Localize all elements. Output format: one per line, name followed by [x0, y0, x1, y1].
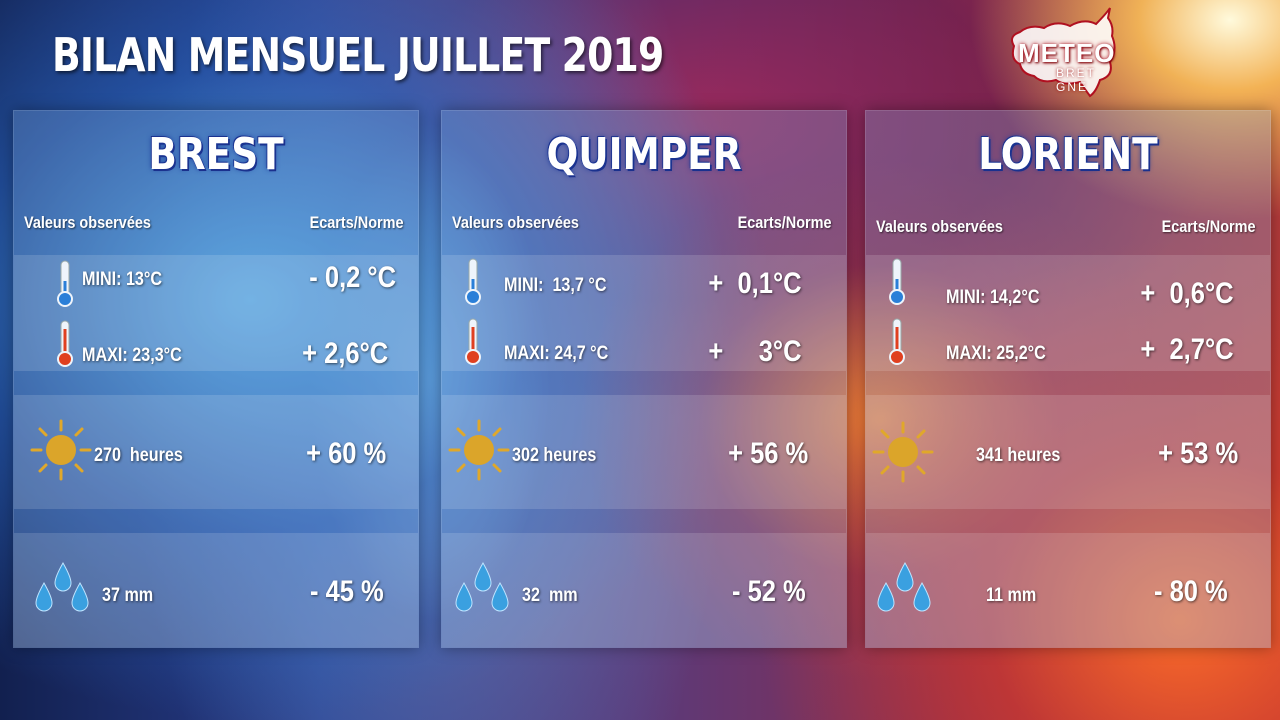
mini-label: MINI: 14,2°C — [946, 287, 1040, 308]
thermometer-hot-icon — [465, 318, 481, 365]
maxi-label: MAXI: 23,3°C — [82, 345, 182, 366]
sunshine-band — [442, 395, 846, 509]
rain-band — [442, 533, 846, 647]
sunshine-hours: 270 heures — [94, 445, 183, 466]
rainfall-amount: 32 mm — [522, 585, 578, 606]
sunshine-hours: 341 heures — [976, 445, 1061, 466]
observed-header: Valeurs observées — [452, 213, 579, 232]
mini-deviation: + 0,6°C — [1140, 277, 1234, 310]
sun-icon — [448, 419, 510, 481]
maxi-deviation: + 3°C — [708, 335, 802, 368]
city-panel-lorient: LORIENT Valeurs observées Ecarts/Norme M… — [865, 110, 1271, 648]
sun-icon — [30, 419, 92, 481]
rainfall-amount: 37 mm — [102, 585, 154, 606]
deviation-header: Ecarts/Norme — [1162, 217, 1256, 236]
sunshine-deviation: + 56 % — [727, 437, 808, 470]
rainfall-deviation: - 52 % — [732, 575, 806, 608]
deviation-header: Ecarts/Norme — [738, 213, 832, 232]
rainfall-amount: 11 mm — [986, 585, 1037, 606]
city-name: LORIENT — [978, 129, 1158, 180]
sunshine-deviation: + 60 % — [305, 437, 386, 470]
observed-header: Valeurs observées — [24, 213, 151, 232]
city-name: QUIMPER — [546, 129, 742, 180]
city-panel-brest: BREST Valeurs observées Ecarts/Norme MIN… — [13, 110, 419, 648]
thermometer-hot-icon — [889, 318, 905, 365]
logo-sub-text: BRET GNE — [1056, 66, 1096, 94]
maxi-label: MAXI: 24,7 °C — [504, 343, 609, 364]
sunshine-deviation: + 53 % — [1157, 437, 1238, 470]
thermometer-cold-icon — [465, 258, 481, 305]
raindrops-icon — [455, 561, 509, 612]
city-panel-quimper: QUIMPER Valeurs observées Ecarts/Norme M… — [441, 110, 847, 648]
mini-label: MINI: 13,7 °C — [504, 275, 607, 296]
temperature-band — [442, 255, 846, 371]
maxi-deviation: + 2,6°C — [301, 337, 388, 370]
rainfall-deviation: - 80 % — [1154, 575, 1228, 608]
temperature-band — [866, 255, 1270, 371]
logo-main-text: METEO — [1018, 38, 1116, 68]
temperature-band — [14, 255, 418, 371]
sunshine-hours: 302 heures — [512, 445, 597, 466]
meteo-bretagne-logo: METEO BRET GNE — [1000, 6, 1130, 98]
mini-deviation: - 0,2 °C — [309, 261, 396, 294]
rain-band — [866, 533, 1270, 647]
rainfall-deviation: - 45 % — [310, 575, 384, 608]
raindrops-icon — [877, 561, 931, 612]
raindrops-icon — [35, 561, 89, 612]
brittany-map-icon — [1011, 7, 1116, 98]
thermometer-hot-icon — [57, 320, 73, 367]
thermometer-cold-icon — [889, 258, 905, 305]
sun-icon — [872, 421, 934, 483]
mini-label: MINI: 13°C — [82, 269, 163, 290]
thermometer-cold-icon — [57, 260, 73, 307]
deviation-header: Ecarts/Norme — [310, 213, 404, 232]
observed-header: Valeurs observées — [876, 217, 1003, 236]
mini-deviation: + 0,1°C — [708, 267, 802, 300]
sunshine-band — [14, 395, 418, 509]
page-title: BILAN MENSUEL JUILLET 2019 — [52, 28, 664, 82]
maxi-label: MAXI: 25,2°C — [946, 343, 1046, 364]
maxi-deviation: + 2,7°C — [1140, 333, 1234, 366]
city-name: BREST — [148, 129, 284, 180]
